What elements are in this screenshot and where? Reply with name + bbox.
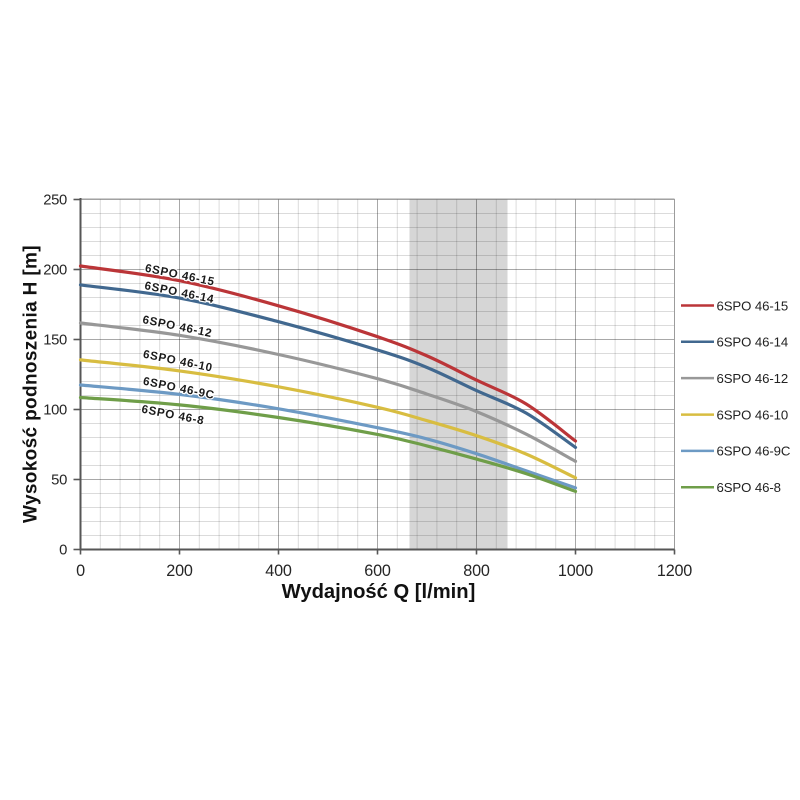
svg-text:400: 400 [265, 562, 292, 580]
svg-text:1000: 1000 [558, 562, 593, 580]
svg-text:6SPO 46-9C: 6SPO 46-9C [142, 375, 216, 402]
svg-text:6SPO 46-10: 6SPO 46-10 [717, 407, 789, 422]
svg-text:Wydajność Q [l/min]: Wydajność Q [l/min] [282, 581, 476, 603]
svg-text:150: 150 [43, 333, 67, 349]
svg-text:6SPO 46-12: 6SPO 46-12 [717, 371, 789, 386]
svg-text:0: 0 [76, 562, 85, 580]
svg-text:1200: 1200 [657, 562, 692, 580]
svg-text:Wysokość podnoszenia H [m]: Wysokość podnoszenia H [m] [21, 245, 42, 523]
svg-text:6SPO 46-14: 6SPO 46-14 [717, 335, 789, 350]
svg-text:6SPO 46-9C: 6SPO 46-9C [717, 444, 791, 459]
svg-text:200: 200 [166, 562, 193, 580]
svg-text:800: 800 [463, 562, 490, 580]
svg-text:200: 200 [43, 263, 67, 279]
svg-text:250: 250 [43, 193, 67, 209]
svg-text:600: 600 [364, 562, 391, 580]
svg-text:6SPO 46-15: 6SPO 46-15 [717, 298, 789, 313]
svg-text:100: 100 [43, 403, 67, 419]
svg-text:50: 50 [51, 473, 67, 489]
svg-text:6SPO 46-8: 6SPO 46-8 [717, 480, 781, 495]
svg-text:0: 0 [59, 543, 67, 559]
